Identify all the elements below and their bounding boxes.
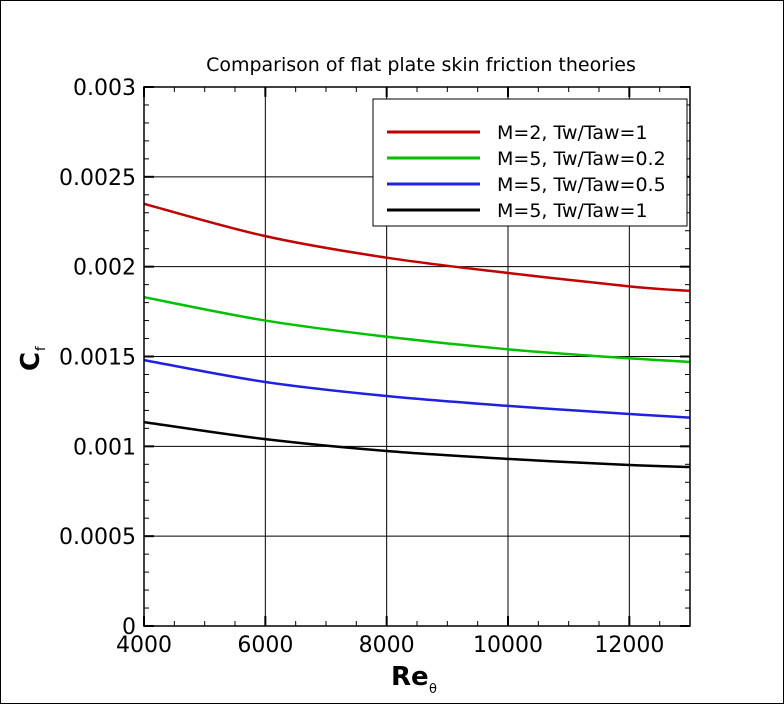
series-line [143,202,691,293]
x-tick-label: 8000 [359,633,415,658]
legend-label: M=5, Tw/Taw=0.2 [497,148,666,170]
x-tick-label: 10000 [473,633,543,658]
ticks: 4000 6000 8000 10000 12000 0 0.0005 0.001 0.0015… [59,76,690,658]
x-tick-label: 6000 [237,633,293,658]
curves [143,202,691,469]
legend-label: M=5, Tw/Taw=0.5 [497,174,666,196]
chart-title: Comparison of flat plate skin friction t… [206,54,636,76]
legend: M=2, Tw/Taw=1 M=5, Tw/Taw=0.2 M=5, Tw/Taw=… [372,98,688,227]
y-tick-label: 0.0015 [59,346,136,371]
series-line [143,358,691,419]
y-tick-label: 0.0025 [59,166,136,191]
y-tick-label: 0.002 [73,256,136,281]
y-tick-label: 0.003 [73,76,136,101]
y-axis-label-subscript: f [34,346,49,351]
x-tick-label: 4000 [116,633,172,658]
y-tick-label: 0 [122,615,136,640]
x-axis-label-subscript: θ [429,682,437,697]
series-line [143,295,691,364]
legend-label: M=2, Tw/Taw=1 [497,122,648,144]
x-tick-label: 12000 [594,633,664,658]
series-line [143,420,691,469]
x-axis-label: Re [391,662,429,692]
legend-label: M=5, Tw/Taw=1 [497,200,648,222]
y-tick-label: 0.0005 [59,525,136,550]
y-tick-label: 0.001 [73,435,136,460]
y-axis-label: C [16,352,46,371]
